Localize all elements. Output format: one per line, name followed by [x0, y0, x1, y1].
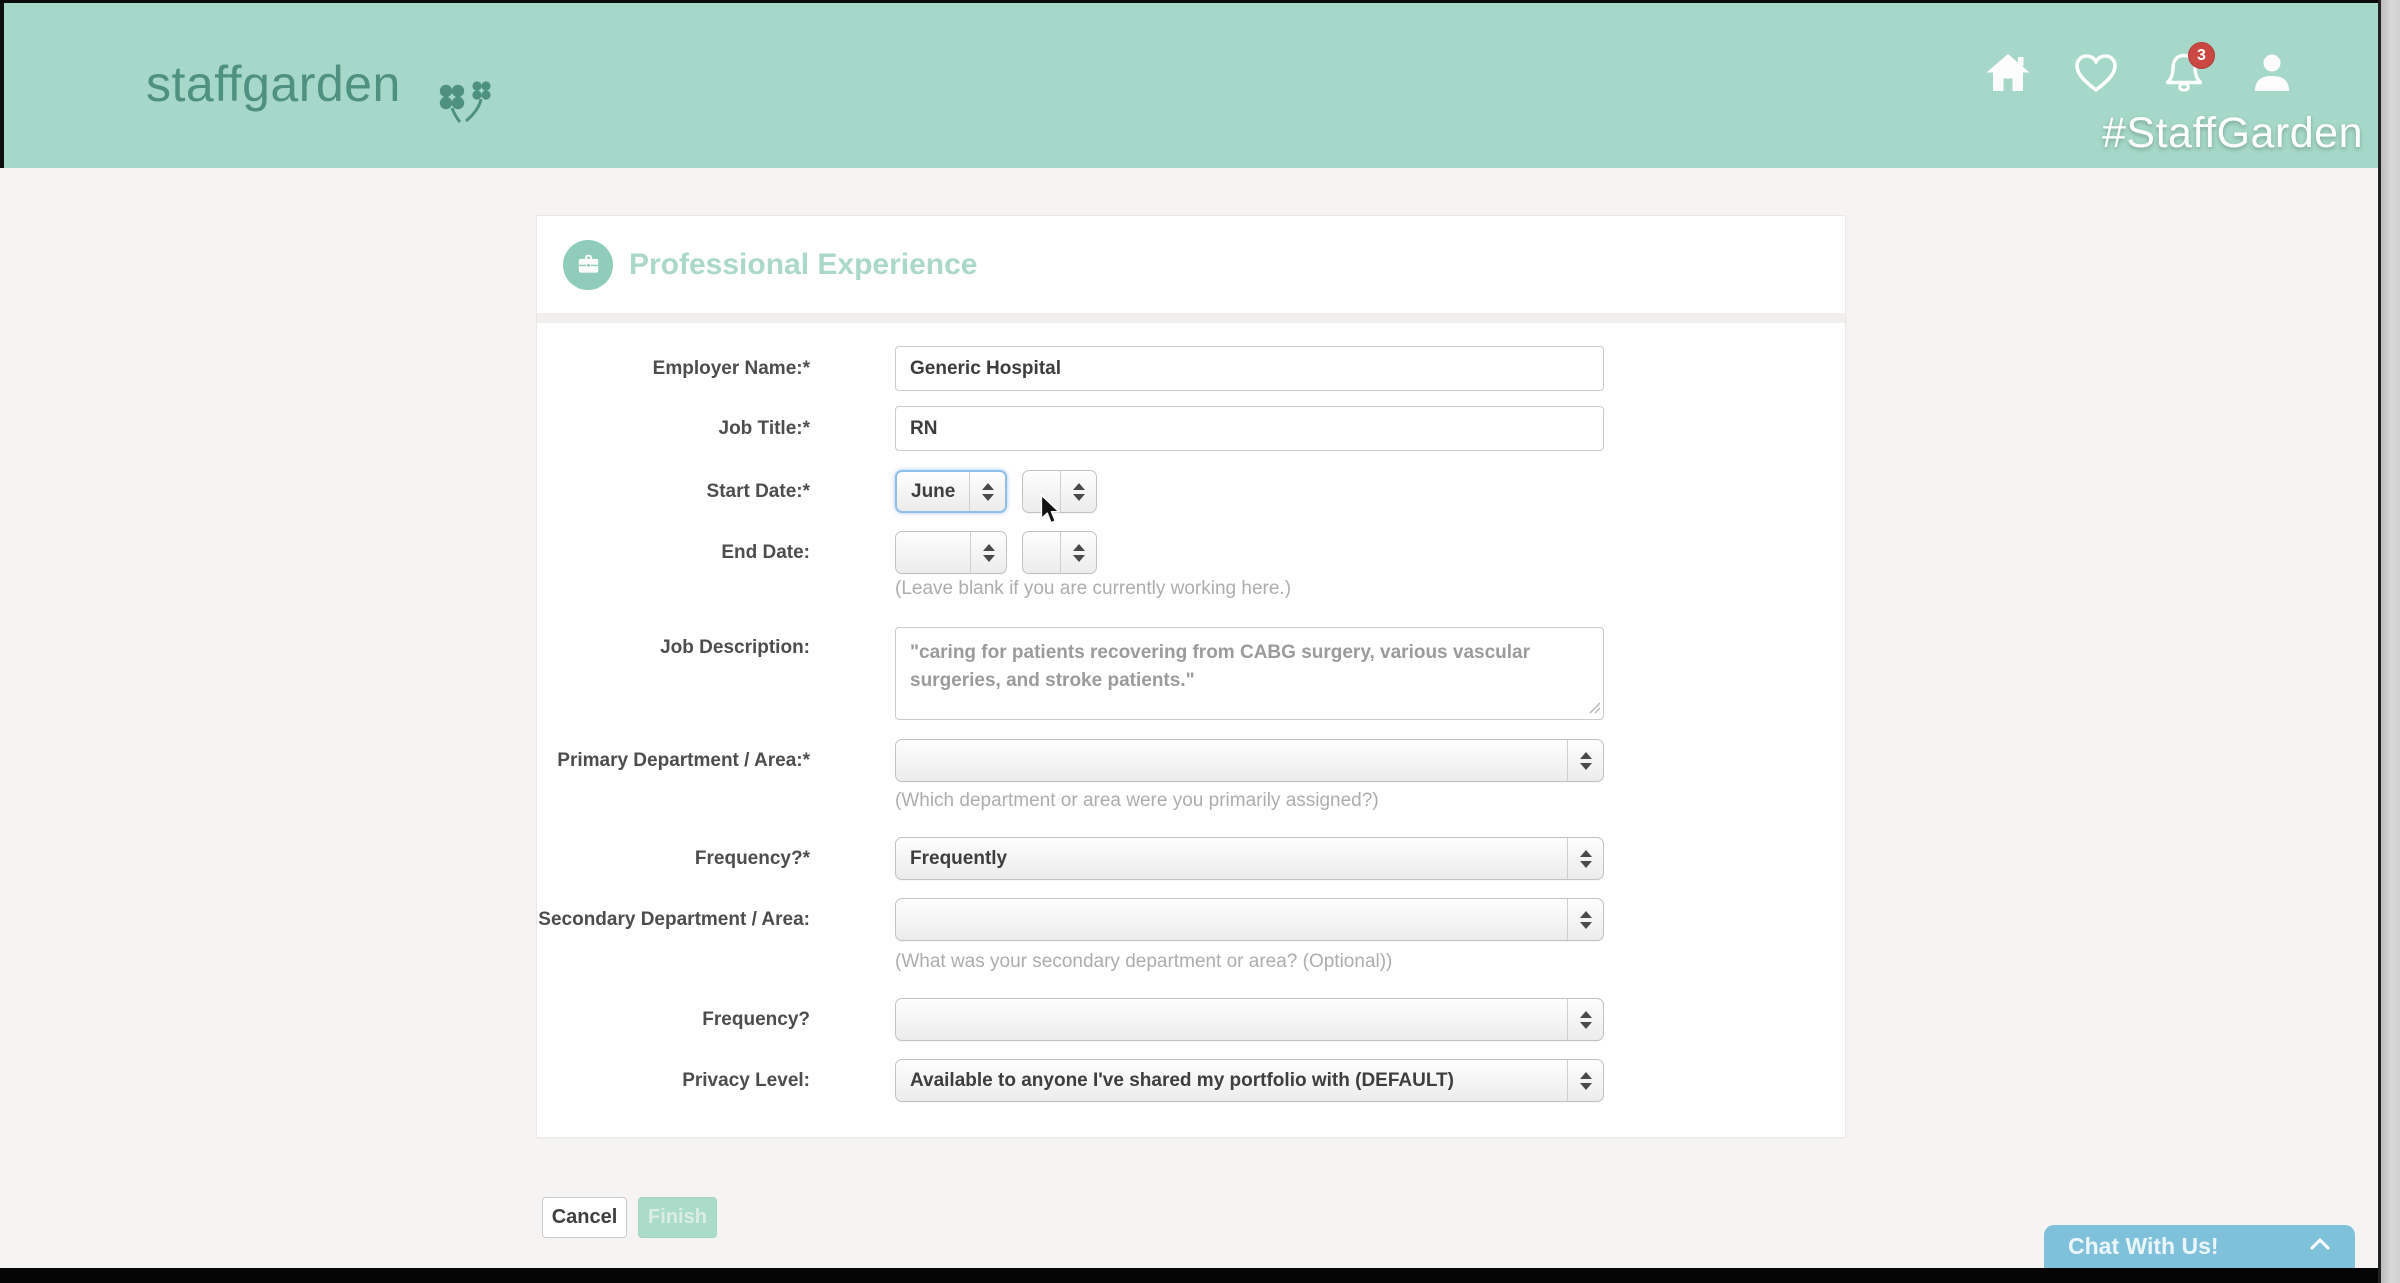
clover-icon: [432, 79, 496, 128]
hashtag-text: #StaffGarden: [2102, 109, 2363, 157]
job-title-row: Job Title:*: [537, 406, 1604, 451]
employer-name-label: Employer Name:*: [652, 357, 810, 379]
page-title: Professional Experience: [629, 247, 978, 281]
cancel-button[interactable]: Cancel: [542, 1197, 627, 1238]
start-year-select[interactable]: [1022, 470, 1097, 513]
page-scrollbar[interactable]: [2378, 0, 2400, 1283]
briefcase-icon: [563, 239, 613, 290]
updown-arrows-icon: [1567, 838, 1603, 879]
start-date-row: Start Date:* June: [537, 470, 1097, 513]
end-date-label: End Date:: [721, 541, 810, 563]
end-date-hint: (Leave blank if you are currently workin…: [895, 578, 1292, 599]
primary-department-row: Primary Department / Area:*: [537, 739, 1604, 782]
frequency-primary-select[interactable]: Frequently: [895, 837, 1604, 880]
primary-department-select[interactable]: [895, 739, 1604, 782]
secondary-department-label: Secondary Department / Area:: [538, 908, 810, 930]
heart-icon[interactable]: [2072, 49, 2120, 101]
privacy-level-row: Privacy Level: Available to anyone I've …: [537, 1059, 1604, 1102]
privacy-level-label: Privacy Level:: [682, 1069, 810, 1091]
frequency-secondary-row: Frequency?: [537, 998, 1604, 1041]
letterbox-left: [0, 3, 4, 168]
letterbox-bottom: [0, 1268, 2400, 1283]
professional-experience-card: Professional Experience Employer Name:* …: [537, 216, 1845, 1137]
updown-arrows-icon: [1567, 740, 1603, 781]
finish-button[interactable]: Finish: [638, 1197, 717, 1238]
job-description-label: Job Description:: [660, 637, 810, 658]
card-header: Professional Experience: [537, 216, 1845, 313]
job-title-input[interactable]: [895, 406, 1604, 451]
privacy-level-select[interactable]: Available to anyone I've shared my portf…: [895, 1059, 1604, 1102]
site-header: staffgarden: [0, 3, 2400, 168]
experience-form: Employer Name:* Job Title:* Start Date:*…: [537, 323, 1845, 1137]
updown-arrows-icon: [1567, 899, 1603, 940]
notification-badge: 3: [2188, 42, 2215, 69]
chat-label: Chat With Us!: [2068, 1233, 2219, 1259]
chevron-up-icon: [2309, 1237, 2331, 1256]
job-description-textarea[interactable]: [895, 627, 1604, 720]
frequency-secondary-label: Frequency?: [702, 1008, 810, 1030]
letterbox-top: [0, 0, 2400, 3]
frequency-secondary-select[interactable]: [895, 998, 1604, 1041]
logo[interactable]: staffgarden: [146, 55, 491, 123]
secondary-department-hint: (What was your secondary department or a…: [895, 951, 1393, 972]
logo-text: staffgarden: [146, 56, 401, 112]
primary-department-hint: (Which department or area were you prima…: [895, 790, 1379, 811]
updown-arrows-icon: [969, 472, 1005, 511]
updown-arrows-icon: [1567, 999, 1603, 1040]
updown-arrows-icon: [1060, 532, 1096, 573]
end-date-row: End Date:: [537, 531, 1097, 574]
frequency-primary-row: Frequency?* Frequently: [537, 837, 1604, 880]
updown-arrows-icon: [1567, 1060, 1603, 1101]
header-icon-bar: [1984, 49, 2314, 101]
home-icon[interactable]: [1984, 49, 2032, 101]
end-month-select[interactable]: [895, 531, 1007, 574]
start-month-select[interactable]: June: [895, 470, 1007, 513]
start-date-label: Start Date:*: [706, 480, 810, 502]
updown-arrows-icon: [970, 532, 1006, 573]
employer-name-input[interactable]: [895, 346, 1604, 391]
chat-widget[interactable]: Chat With Us!: [2044, 1225, 2355, 1268]
end-year-select[interactable]: [1022, 531, 1097, 574]
profile-icon[interactable]: [2248, 49, 2296, 101]
employer-row: Employer Name:*: [537, 346, 1604, 391]
updown-arrows-icon: [1060, 471, 1096, 512]
job-description-row: Job Description:: [537, 627, 1604, 725]
frequency-primary-label: Frequency?*: [694, 847, 810, 869]
job-title-label: Job Title:*: [718, 417, 811, 439]
card-divider: [537, 313, 1845, 323]
secondary-department-row: Secondary Department / Area:: [537, 898, 1604, 941]
primary-department-label: Primary Department / Area:*: [557, 749, 810, 771]
secondary-department-select[interactable]: [895, 898, 1604, 941]
